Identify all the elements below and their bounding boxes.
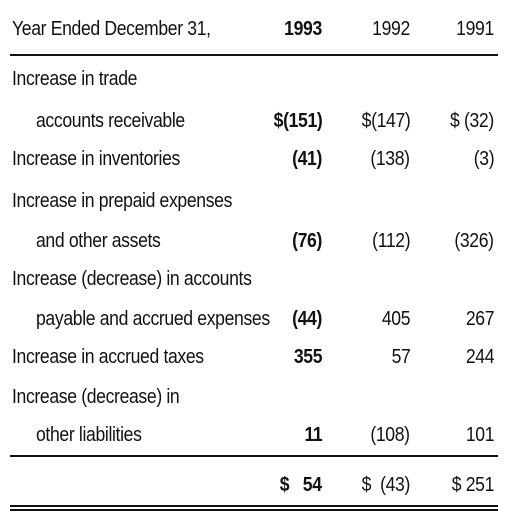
total-double-rule-bottom — [10, 509, 498, 511]
row-label: Increase in prepaid expenses — [12, 190, 233, 212]
subtotal-rule — [10, 455, 498, 457]
value-1993: $(151) — [273, 110, 322, 132]
value-1993: (76) — [292, 230, 322, 252]
table-row: Increase (decrease) in accounts — [0, 264, 512, 294]
row-label: other liabilities — [36, 424, 142, 446]
value-1993: (44) — [292, 308, 322, 330]
total-1993: $ 54 — [280, 474, 322, 496]
total-double-rule-top — [10, 505, 498, 507]
total-1991: $ 251 — [451, 474, 495, 496]
value-1992: 57 — [391, 346, 410, 368]
header-label: Year Ended December 31, — [12, 18, 211, 40]
table-row: Increase in accrued taxes 355 57 244 — [0, 342, 512, 372]
value-1991: 244 — [465, 346, 495, 368]
header-1991: 1991 — [456, 18, 494, 40]
value-1993: (41) — [292, 148, 322, 170]
table-row: Increase (decrease) in — [0, 382, 512, 412]
header-1993: 1993 — [284, 18, 322, 40]
table-row: Increase in trade — [0, 64, 512, 94]
value-1991: (3) — [473, 148, 495, 170]
value-1992: (112) — [371, 230, 410, 252]
table-row: other liabilities 11 (108) 101 — [0, 420, 512, 450]
row-label: Increase in accrued taxes — [12, 346, 204, 368]
row-label: and other assets — [36, 230, 161, 252]
value-1991: $ (32) — [450, 110, 494, 132]
row-label: Increase (decrease) in accounts — [12, 268, 252, 290]
table-row: and other assets (76) (112) (326) — [0, 226, 512, 256]
value-1992: $(147) — [361, 110, 410, 132]
table-row: Increase in inventories (41) (138) (3) — [0, 144, 512, 174]
total-1992: $ (43) — [361, 474, 411, 496]
table-header: Year Ended December 31, 1993 1992 1991 — [0, 14, 512, 44]
value-1993: 11 — [304, 424, 322, 446]
value-1991: 267 — [465, 308, 495, 330]
value-1991: (326) — [454, 230, 495, 252]
value-1993: 355 — [293, 346, 323, 368]
row-label: Increase (decrease) in — [12, 386, 180, 408]
value-1992: (108) — [370, 424, 411, 446]
row-label: accounts receivable — [36, 110, 185, 132]
value-1992: (138) — [370, 148, 411, 170]
row-label: Increase in inventories — [12, 148, 181, 170]
row-label: Increase in trade — [12, 68, 138, 90]
table-row: payable and accrued expenses (44) 405 26… — [0, 304, 512, 334]
value-1991: 101 — [465, 424, 495, 446]
row-label: payable and accrued expenses — [36, 308, 270, 330]
header-rule — [10, 54, 498, 56]
table-row: Increase in prepaid expenses — [0, 186, 512, 216]
table-row: accounts receivable $(151) $(147) $ (32) — [0, 106, 512, 136]
total-row: $ 54 $ (43) $ 251 — [0, 470, 512, 500]
value-1992: 405 — [381, 308, 411, 330]
header-1992: 1992 — [372, 18, 410, 40]
